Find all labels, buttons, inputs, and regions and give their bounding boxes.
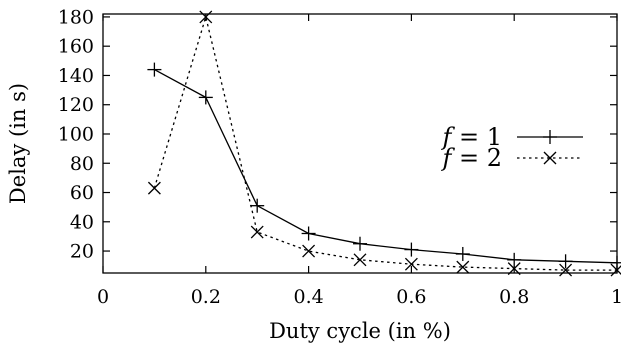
y-tick-label: 160: [58, 36, 94, 58]
series-2-point: [199, 10, 213, 24]
series-layer: [147, 10, 621, 277]
series-2-point: [559, 263, 573, 277]
y-tick-label: 80: [70, 153, 94, 175]
series-1-point: [455, 246, 470, 261]
series-1-point: [250, 198, 265, 213]
series-1-point: [353, 236, 367, 251]
series-1-point: [301, 226, 316, 241]
legend: f = 1f = 2: [440, 123, 583, 172]
series-1-point: [404, 242, 419, 257]
y-tick-label: 60: [70, 182, 94, 204]
y-tick-label: 120: [58, 94, 94, 116]
series-1-point: [147, 62, 162, 77]
series-2-point: [456, 260, 470, 274]
legend-marker: [543, 151, 557, 165]
x-tick-label: 0.6: [396, 286, 426, 308]
x-tick-label: 0.4: [293, 286, 323, 308]
series-1-point: [610, 255, 621, 270]
series-2: [147, 10, 621, 277]
legend-entry-2: f = 2: [440, 144, 583, 172]
y-tick-label: 180: [58, 6, 94, 28]
y-axis-title: Delay (in s): [6, 83, 30, 204]
legend-label: f = 1: [440, 123, 502, 151]
series-1-line: [154, 69, 618, 264]
series-1-point: [198, 90, 213, 105]
series-2-point: [302, 244, 316, 258]
series-2-point: [610, 263, 621, 277]
series-2-point: [507, 262, 521, 276]
x-tick-label: 0: [97, 286, 109, 308]
y-tick-label: 140: [58, 65, 94, 87]
series-2-point: [250, 225, 264, 239]
legend-label: f = 2: [440, 144, 502, 172]
series-2-point: [147, 181, 161, 195]
series-1-point: [507, 252, 522, 267]
legend-marker: [543, 130, 557, 144]
series-1-point: [558, 254, 573, 269]
y-tick-label: 100: [58, 123, 94, 145]
x-axis-title: Duty cycle (in %): [269, 319, 451, 343]
legend-entry-1: f = 1: [440, 123, 583, 151]
series-2-line: [153, 14, 617, 271]
y-tick-label: 20: [70, 241, 94, 263]
series-2-point: [404, 257, 418, 271]
x-tick-label: 1: [611, 286, 621, 308]
plot-frame: [102, 13, 618, 274]
series-2-point: [353, 253, 367, 267]
x-tick-label: 0.8: [499, 286, 529, 308]
series-1: [147, 62, 621, 270]
y-tick-label: 40: [70, 211, 94, 233]
x-tick-label: 0.2: [191, 286, 221, 308]
